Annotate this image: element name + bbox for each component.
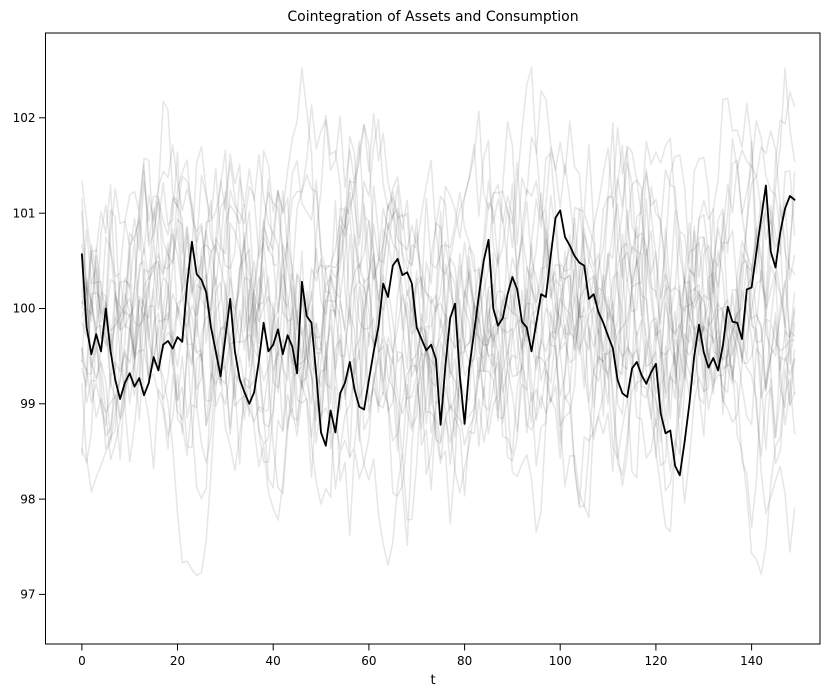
x-tick-label: 20 <box>170 654 185 668</box>
x-tick-label: 60 <box>361 654 376 668</box>
x-axis-label: t <box>430 673 435 688</box>
background-series-line <box>81 121 796 537</box>
background-series-line <box>81 67 796 519</box>
background-series-line <box>81 169 796 479</box>
background-series-line <box>81 104 796 465</box>
chart-title: Cointegration of Assets and Consumption <box>287 9 578 25</box>
background-series-line <box>81 110 796 470</box>
x-tick-label: 120 <box>644 654 667 668</box>
y-tick-label: 100 <box>13 302 36 316</box>
y-tick-label: 97 <box>20 588 35 602</box>
background-series-line <box>81 169 796 472</box>
background-series-line <box>81 66 796 487</box>
background-series-line <box>81 147 796 529</box>
highlight-series-line <box>81 184 796 477</box>
x-tick-label: 40 <box>266 654 281 668</box>
x-tick-label: 80 <box>457 654 472 668</box>
x-tick-label: 140 <box>740 654 763 668</box>
y-tick-label: 102 <box>13 111 36 125</box>
background-series-line <box>81 194 796 576</box>
background-series-line <box>81 100 796 546</box>
plot-frame <box>45 32 821 645</box>
plot-area: 0 20 40 60 80 100 120 140 97 98 99 100 101 102 <box>13 32 821 668</box>
background-series-line <box>81 178 796 553</box>
y-tick-label: 99 <box>20 397 35 411</box>
x-tick-label: 0 <box>78 654 86 668</box>
background-series-line <box>81 161 796 577</box>
background-series-line <box>81 122 796 508</box>
y-tick-label: 98 <box>20 492 35 506</box>
background-series-line <box>81 67 796 533</box>
background-series-line <box>81 120 796 461</box>
y-tick-label: 101 <box>13 206 36 220</box>
background-series-line <box>81 91 796 492</box>
background-series-line <box>81 141 796 472</box>
x-tick-label: 100 <box>549 654 572 668</box>
